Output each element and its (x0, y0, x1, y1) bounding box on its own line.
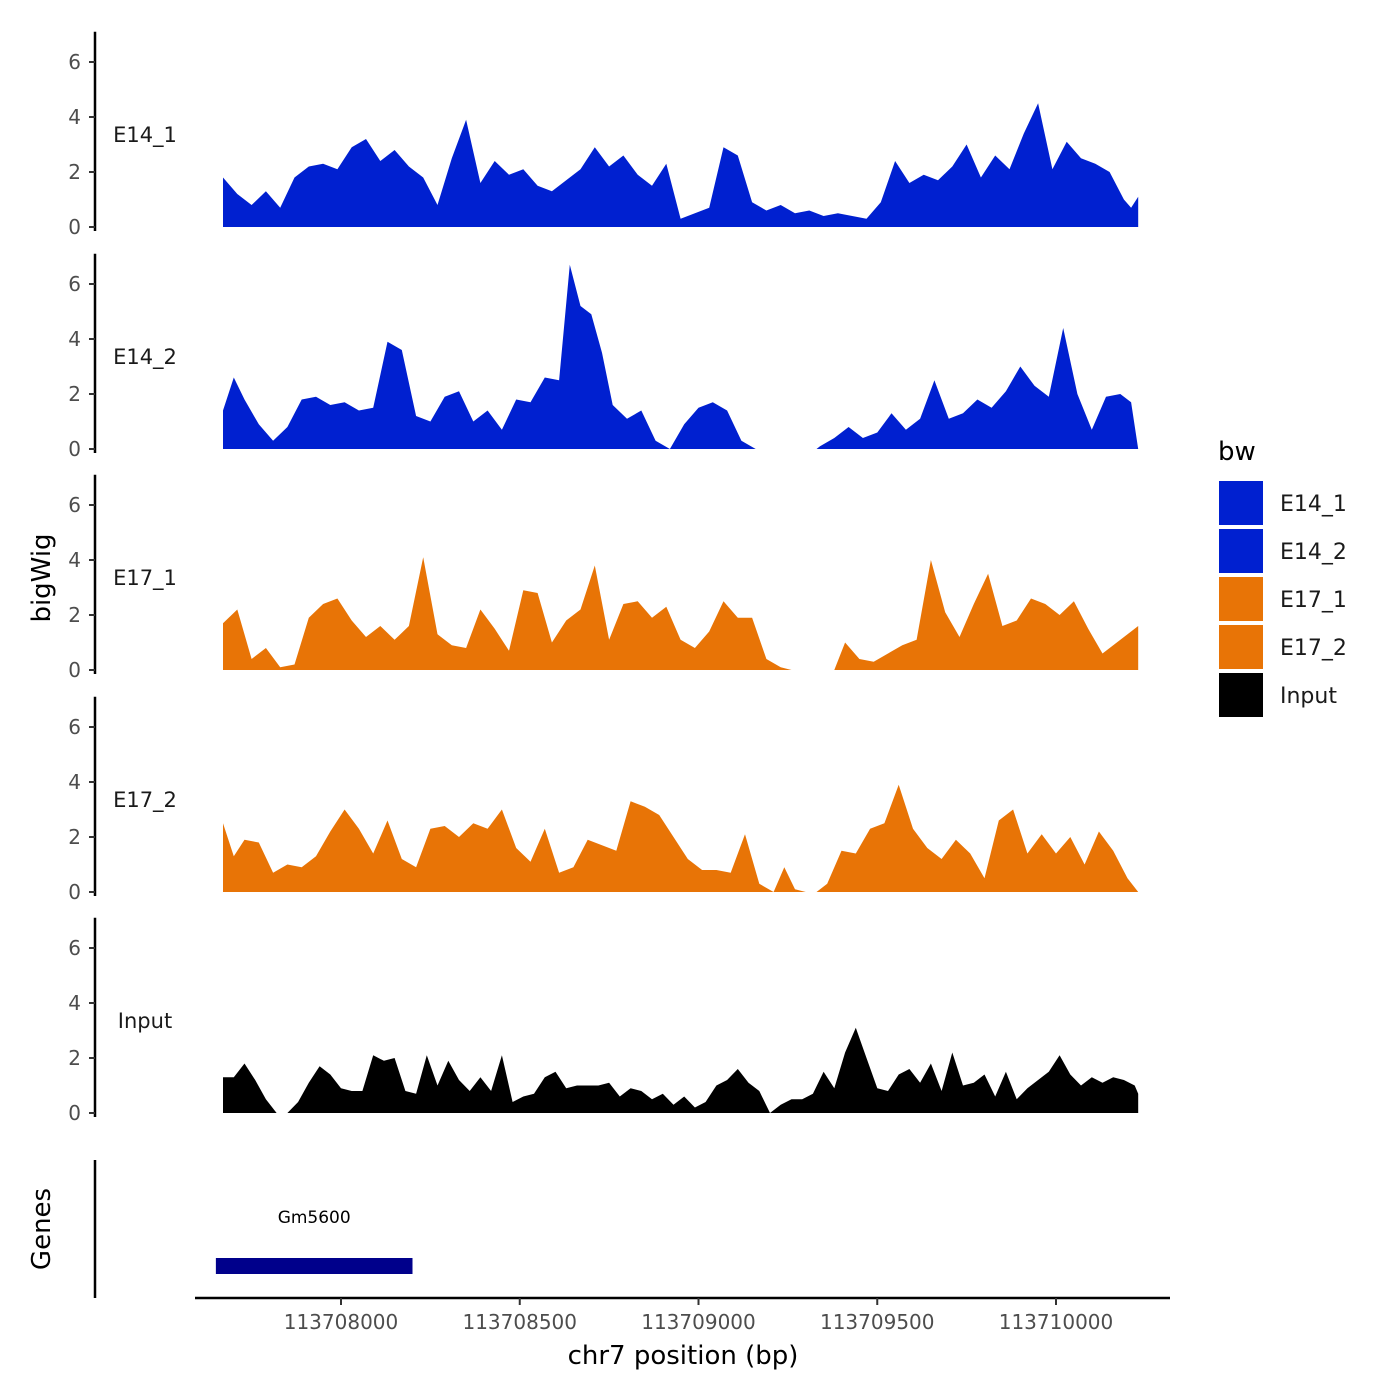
y-tick-label: 2 (68, 382, 81, 406)
coverage-area-E14_2 (223, 264, 1139, 449)
track-E14_2: 0 2 4 6 E14_2 (68, 253, 1139, 461)
genes-track-title: Genes (27, 1188, 57, 1270)
y-tick-label: 4 (68, 327, 81, 351)
legend-swatch-E14_2 (1217, 527, 1265, 575)
legend-swatch-E17_2 (1217, 623, 1265, 671)
y-tick-label: 2 (68, 825, 81, 849)
legend-swatch-E14_1 (1217, 479, 1265, 527)
y-tick-label: 6 (68, 272, 81, 296)
x-axis-title: chr7 position (bp) (568, 1341, 799, 1371)
y-tick-label: 2 (68, 160, 81, 184)
genes-track: Gm5600 (93, 1160, 413, 1298)
track-E14_1: 0 2 4 6 E14_1 (68, 31, 1139, 239)
y-tick-label: 6 (68, 936, 81, 960)
y-tick-label: 4 (68, 548, 81, 572)
legend-label-E17_1: E17_1 (1280, 588, 1347, 613)
track-E17_1: 0 2 4 6 E17_1 (68, 474, 1139, 682)
coverage-area-E17_2 (223, 784, 1139, 892)
y-tick-label: 6 (68, 493, 81, 517)
y-tick-label: 0 (68, 1101, 81, 1125)
x-tick-label: 113708500 (462, 1310, 577, 1334)
x-tick-label: 113709500 (820, 1310, 935, 1334)
legend-label-Input: Input (1280, 684, 1337, 709)
y-tick-label: 4 (68, 770, 81, 794)
track-E17_2: 0 2 4 6 E17_2 (68, 696, 1139, 904)
legend-swatch-E17_1 (1217, 575, 1265, 623)
track-label-E14_2: E14_2 (113, 345, 177, 370)
coverage-area-E17_1 (223, 557, 1139, 670)
x-tick-label: 113708000 (284, 1310, 399, 1334)
y-tick-label: 2 (68, 603, 81, 627)
y-tick-label: 2 (68, 1046, 81, 1070)
gene-Gm5600 (215, 1258, 413, 1274)
legend: E14_1 E14_2 E17_1 E17_2 Input (1217, 479, 1347, 719)
y-axis-title: bigWig (27, 533, 57, 622)
coverage-area-E14_1 (223, 103, 1139, 227)
track-label-E17_1: E17_1 (113, 566, 177, 591)
x-tick-label: 113709000 (641, 1310, 756, 1334)
legend-label-E14_1: E14_1 (1280, 492, 1347, 517)
coverage-area-Input (223, 1027, 1139, 1113)
track-label-E17_2: E17_2 (113, 788, 177, 813)
legend-title: bw (1218, 437, 1256, 467)
y-tick-label: 6 (68, 50, 81, 74)
legend-label-E17_2: E17_2 (1280, 636, 1347, 661)
x-tick-label: 113710000 (999, 1310, 1114, 1334)
track-label-E14_1: E14_1 (113, 123, 177, 148)
gene-label-Gm5600: Gm5600 (278, 1208, 351, 1228)
coverage-tracks: 0 2 4 6 E14_1 0 2 4 6 E14_2 0 2 4 6 E17_1 0 2 4 6 E17_2 0 2 4 6… (68, 31, 1139, 1125)
y-tick-label: 4 (68, 991, 81, 1015)
y-tick-label: 4 (68, 105, 81, 129)
y-tick-label: 0 (68, 437, 81, 461)
y-tick-label: 0 (68, 658, 81, 682)
track-label-Input: Input (118, 1009, 172, 1033)
y-tick-label: 0 (68, 880, 81, 904)
legend-swatch-Input (1217, 671, 1265, 719)
y-tick-label: 6 (68, 715, 81, 739)
y-tick-label: 0 (68, 215, 81, 239)
x-axis: 113708000 113708500 113709000 113709500 1137… (195, 1296, 1170, 1334)
legend-label-E14_2: E14_2 (1280, 540, 1347, 565)
track-Input: 0 2 4 6 Input (68, 917, 1139, 1125)
